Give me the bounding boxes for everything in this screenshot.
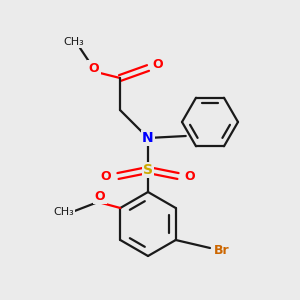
Text: Br: Br — [214, 244, 230, 256]
Text: O: O — [101, 169, 111, 182]
Text: O: O — [153, 58, 163, 70]
Text: N: N — [142, 131, 154, 145]
Text: CH₃: CH₃ — [54, 207, 74, 217]
Text: S: S — [143, 163, 153, 177]
Text: O: O — [89, 61, 99, 74]
Text: CH₃: CH₃ — [64, 37, 84, 47]
Text: O: O — [95, 190, 105, 202]
Text: O: O — [185, 169, 195, 182]
